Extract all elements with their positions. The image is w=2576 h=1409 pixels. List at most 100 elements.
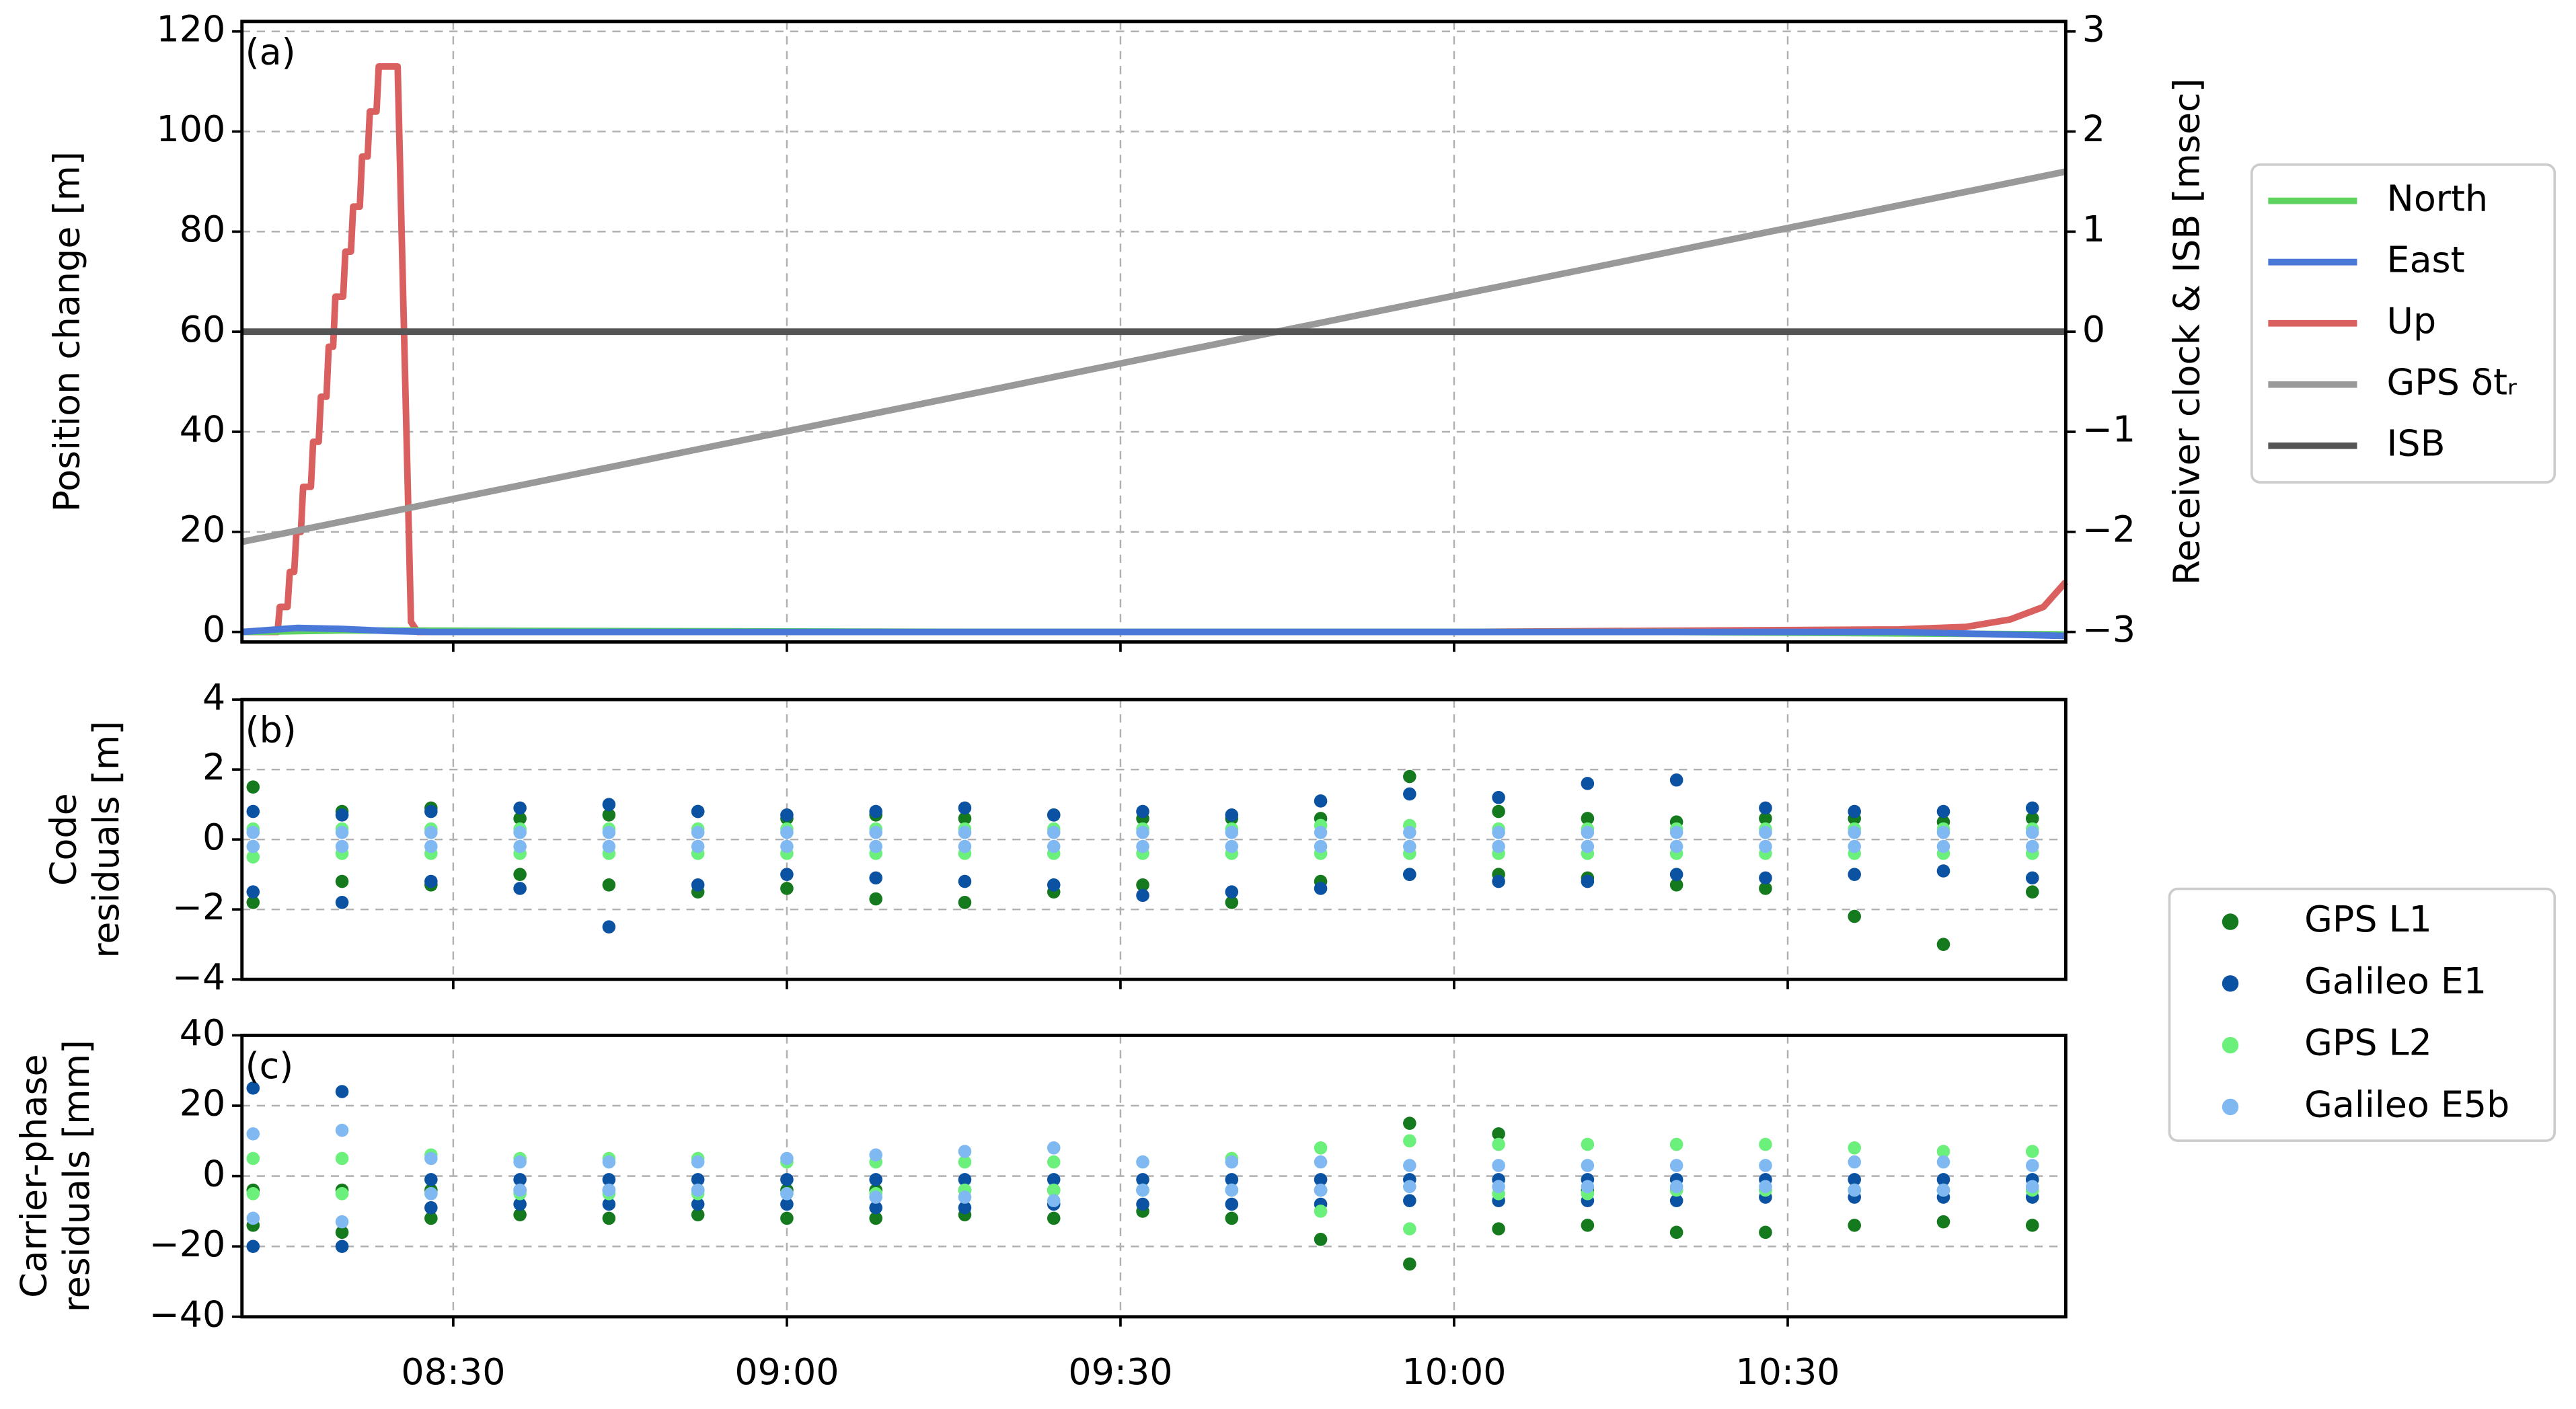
y-tick-label: 40: [180, 1012, 226, 1054]
scatter-point: [1403, 769, 1416, 784]
scatter-point: [2025, 1145, 2039, 1158]
scatter-point: [1047, 825, 1061, 839]
scatter-point: [1492, 790, 1505, 804]
line-series: [241, 624, 2066, 640]
legend-label: GPS L1: [2304, 898, 2432, 940]
scatter-point: [1403, 1257, 1416, 1271]
scatter-point: [1225, 1155, 1239, 1169]
scatter-point: [1848, 825, 1861, 839]
scatter-point: [691, 804, 705, 818]
y-tick-label: 20: [180, 1082, 226, 1125]
scatter-point: [1403, 1222, 1416, 1235]
scatter-point: [1848, 1173, 1861, 1186]
scatter-point: [335, 1225, 349, 1240]
scatter-point: [1225, 839, 1239, 853]
scatter-point: [1669, 878, 1683, 892]
scatter-point: [1759, 839, 1772, 853]
scatter-point: [691, 1183, 705, 1197]
scatter-point: [1047, 808, 1061, 822]
y-tick-label: 80: [180, 208, 226, 250]
scatter-point: [780, 1151, 794, 1166]
scatter-point: [1403, 839, 1416, 853]
scatter-point: [1759, 812, 1772, 825]
scatter-point: [780, 868, 794, 881]
scatter-point: [1848, 804, 1861, 818]
scatter-point: [335, 874, 349, 888]
scatter-point: [1759, 1159, 1772, 1172]
scatter-point: [1848, 909, 1861, 923]
scatter-point: [1581, 1137, 1595, 1151]
scatter-point: [1314, 882, 1328, 895]
scatter-point: [1936, 864, 1950, 878]
scatter-point: [1225, 825, 1239, 839]
scatter-point: [1492, 1222, 1505, 1235]
scatter-point: [513, 801, 527, 815]
scatter-point: [2025, 801, 2039, 815]
legend-label: Galileo E1: [2304, 960, 2487, 1002]
y-axis-label: Carrier-phase: [12, 1054, 54, 1297]
scatter-point: [513, 825, 527, 839]
legend-box: [2168, 887, 2556, 1142]
axes-frame: [240, 1033, 2068, 1319]
scatter-point: [1581, 839, 1595, 853]
panel-label: (b): [245, 709, 297, 751]
scatter-point: [424, 825, 438, 839]
y-tick-label: 40: [180, 408, 226, 451]
scatter-point: [1225, 885, 1239, 899]
scatter-point: [2025, 885, 2039, 899]
scatter-point: [691, 1197, 705, 1211]
scatter-point: [958, 1145, 972, 1158]
scatter-point: [513, 1173, 527, 1186]
y-axis-label: Code: [42, 793, 85, 886]
scatter-point: [691, 825, 705, 839]
legend-box: [2250, 163, 2556, 484]
y2-tick-label: −2: [2082, 508, 2135, 550]
y-axis-label: residuals [m]: [85, 721, 127, 958]
scatter-point: [1669, 1194, 1683, 1208]
scatter-point: [1403, 1194, 1416, 1208]
scatter-point: [1581, 1219, 1595, 1232]
scatter-point: [1136, 878, 1149, 892]
scatter-point: [1314, 794, 1328, 808]
scatter-point: [1314, 1173, 1328, 1186]
y-axis-label: Position change [m]: [45, 151, 87, 512]
scatter-point: [780, 839, 794, 853]
scatter-point: [1225, 895, 1239, 909]
scatter-point: [1225, 1197, 1239, 1211]
scatter-point: [1936, 1155, 1950, 1169]
scatter-point: [1492, 1127, 1505, 1141]
scatter-point: [335, 808, 349, 822]
scatter-point: [602, 1211, 616, 1225]
scatter-point: [958, 1201, 972, 1215]
scatter-point: [1136, 839, 1149, 853]
scatter-point: [1047, 1194, 1061, 1208]
y2-axis-label: Receiver clock & ISB [msec]: [2166, 78, 2208, 585]
y-tick-label: 60: [180, 308, 226, 350]
scatter-point: [780, 882, 794, 895]
scatter-point: [1047, 1211, 1061, 1225]
y-tick-label: 0: [202, 608, 225, 650]
scatter-point: [1314, 1155, 1328, 1169]
axes-frame: [240, 20, 2068, 644]
legend-label: Up: [2387, 299, 2437, 342]
scatter-point: [1403, 825, 1416, 839]
scatter-point: [246, 850, 260, 864]
y-tick-label: 100: [157, 108, 226, 150]
scatter-point: [1759, 882, 1772, 895]
y-axis-label: residuals [mm]: [55, 1040, 98, 1312]
scatter-point: [958, 839, 972, 853]
scatter-point: [1936, 839, 1950, 853]
scatter-point: [246, 1081, 260, 1095]
scatter-point: [335, 825, 349, 839]
scatter-point: [1669, 868, 1683, 881]
scatter-point: [1581, 825, 1595, 839]
scatter-point: [958, 801, 972, 815]
scatter-point: [1314, 1183, 1328, 1197]
scatter-point: [1403, 1159, 1416, 1172]
scatter-point: [869, 1201, 882, 1215]
scatter-point: [780, 1211, 794, 1225]
line-series: [241, 168, 2067, 545]
scatter-point: [869, 1190, 882, 1204]
scatter-point: [1848, 868, 1861, 881]
